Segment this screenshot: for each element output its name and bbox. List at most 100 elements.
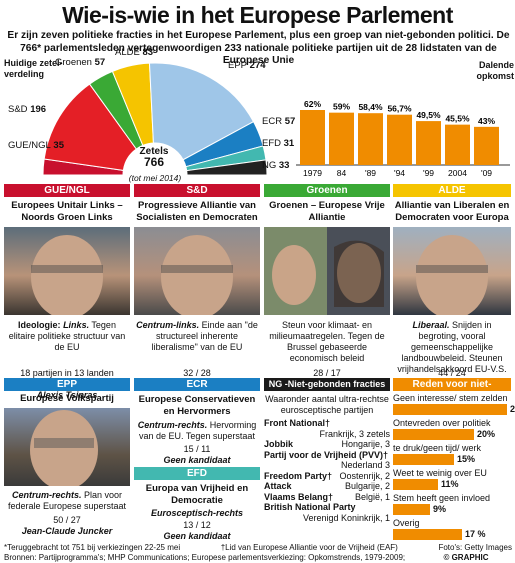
group-stats: 15 / 11 [183,444,211,454]
turnout-year: 2004 [448,168,467,178]
seat-label: ALDE 83 [115,47,153,58]
group-header: Groenen [264,184,390,197]
turnout-value: 45,5% [445,114,470,124]
group-text: Plan voor federale Europese superstaat [7,489,127,511]
group-candidate: Geen kandidaat [163,531,231,541]
ng-party-name: Front National† [264,418,331,428]
group-stats: 32 / 28 [183,368,211,378]
reason-label: Overig [393,518,420,528]
reason-row: Overig 17 % [393,518,511,540]
reason-row: te druk/geen tijd/ werk 15% [393,443,511,465]
group-ng: NG -Niet-gebonden fracties Waaronder aan… [264,378,390,523]
group-text: Hervorming van de EU. Tegen superstaat [139,420,257,441]
page-title: Wie-is-wie in het Europese Parlement [62,2,453,28]
turnout-value: 62% [304,99,321,109]
group-groenen: Groenen Groenen – Europese Vrije Alliant… [264,184,390,390]
sources: Bronnen: Partijprogramma's; MHP Communic… [4,553,406,562]
seat-label: EPP 274 [228,60,266,71]
candidate-photo [134,227,260,315]
group-ideology: Links. [63,320,90,330]
ng-party: Attack Bulgarije, 2 [264,481,390,492]
group-header: EPP [4,378,130,391]
group-header: S&D [134,184,260,197]
reason-row: Stem heeft geen invloed 9% [393,493,511,515]
footnote-1: *Teruggebracht tot 751 bij verkiezingen … [4,543,181,552]
candidate-photo [264,227,390,315]
reason-label: Geen interesse/ stem zelden [393,393,508,403]
seat-label: Groenen 57 [55,57,105,68]
reason-row: Ontevreden over politiek 20% [393,418,511,440]
turnout-bar [387,114,412,165]
turnout-bar [300,110,325,165]
candidate-photo [393,227,511,315]
turnout-bar [445,124,470,165]
seat-label-name: GUE/NGL [8,140,51,151]
group-sd: S&D Progressieve Alliantie van Socialist… [134,184,260,390]
turnout-year: '89 [365,168,376,178]
reasons-header: Reden voor niet-stemmen [393,378,511,403]
turnout-year: '94 [394,168,405,178]
seat-label-name: EFD [262,138,281,149]
reasons-panel: Reden voor niet-stemmen [393,378,511,403]
group-name: Europa van Vrijheid en Democratie [145,483,249,506]
reason-value: 17 % [465,529,486,539]
reason-label: Stem heeft geen invloed [393,493,491,503]
turnout-bar [474,126,499,165]
seat-total-label: Zetels [139,146,169,157]
seat-label-name: S&D [8,104,28,115]
candidate-photo [4,407,130,486]
group-ecr: ECR Europese Conservatieven en Hervormer… [134,378,260,466]
seat-label-name: NG [262,160,277,171]
seat-label-value: 35 [53,140,64,151]
group-name: Groenen – Europese Vrije Alliantie [269,200,385,223]
ng-party-country: Bulgarije, 2 [344,481,390,491]
reason-bar [393,454,454,465]
group-ideology: Centrum-rechts. [11,489,82,500]
group-stats: 28 / 17 [313,368,341,378]
seat-label-value: 33 [278,160,290,171]
group-text: Waaronder aantal ultra-rechtse euroscept… [265,394,389,415]
group-header: EFD [134,467,260,480]
seat-label: EFD 31 [262,138,294,149]
seat-segment-sd [43,83,138,171]
candidate-photo [4,227,130,315]
seat-label-name: EPP [228,60,248,71]
ng-party-country: Frankrijk, 3 zetels [319,428,390,439]
ng-party-name: Attack [264,481,292,491]
group-efd: EFD Europa van Vrijheid en Democratie Eu… [134,467,260,542]
seat-label-value: 31 [283,138,295,149]
reason-bar [393,504,430,515]
group-alde: ALDE Alliantie van Liberalen en Democrat… [393,184,511,390]
ng-party-country: Hongarije, 3 [341,439,390,449]
seat-label-value: 196 [30,104,47,115]
group-candidate: Alexis Tsipras [36,390,98,400]
seat-segment-ng [186,159,268,176]
turnout-bar [416,121,441,165]
group-epp: EPP Europese Volkspartij Centrum-rechts.… [4,378,130,537]
reason-value: 9% [433,504,447,514]
group-stats: 50 / 27 [53,514,81,525]
seat-label: NG 33 [262,160,289,171]
group-ideology: Eurosceptisch-rechts [150,508,244,518]
reason-row: Weet te weinig over EU 11% [393,468,511,490]
group-guengl: GUE/NGL Europees Unitair Links – Noords … [4,184,130,401]
reason-value: 11% [441,479,459,489]
ng-party-country: Nederland 3 [340,460,390,470]
group-ideology-label: Ideologie: [18,320,61,330]
turnout-chart: 62% 1979 59% 84 58,4% '89 56,7% '94 49,5% '99 45,5… [296,99,510,178]
ng-party: Vlaams Belang† België, 1 [264,492,390,503]
ng-party-country: Verenigd Koninkrijk, 1 [302,512,390,523]
seat-total: Zetels 766 [128,146,180,168]
turnout-year: 84 [337,168,347,178]
group-ideology: Liberaal. [412,320,450,330]
intro-text: Er zijn zeven politieke fracties in het … [7,30,510,66]
group-name: Progressieve Alliantie van Socialisten e… [136,200,258,223]
ng-party-name: Partij voor de Vrijheid (PVV)† [264,449,389,460]
footnote-2: †Lid van Europese Alliantie voor de Vrij… [220,543,398,552]
group-ideology: Centrum-rechts. [137,420,208,430]
ng-party: Front National† Frankrijk, 3 zetels [264,418,390,439]
reason-row: Geen interesse/ stem zelden 28% [393,393,515,415]
reason-label: te druk/geen tijd/ werk [393,443,482,453]
group-name: Europese Conservatieven en Hervormers [138,394,256,417]
footer: *Teruggebracht tot 751 bij verkiezingen … [4,543,512,563]
